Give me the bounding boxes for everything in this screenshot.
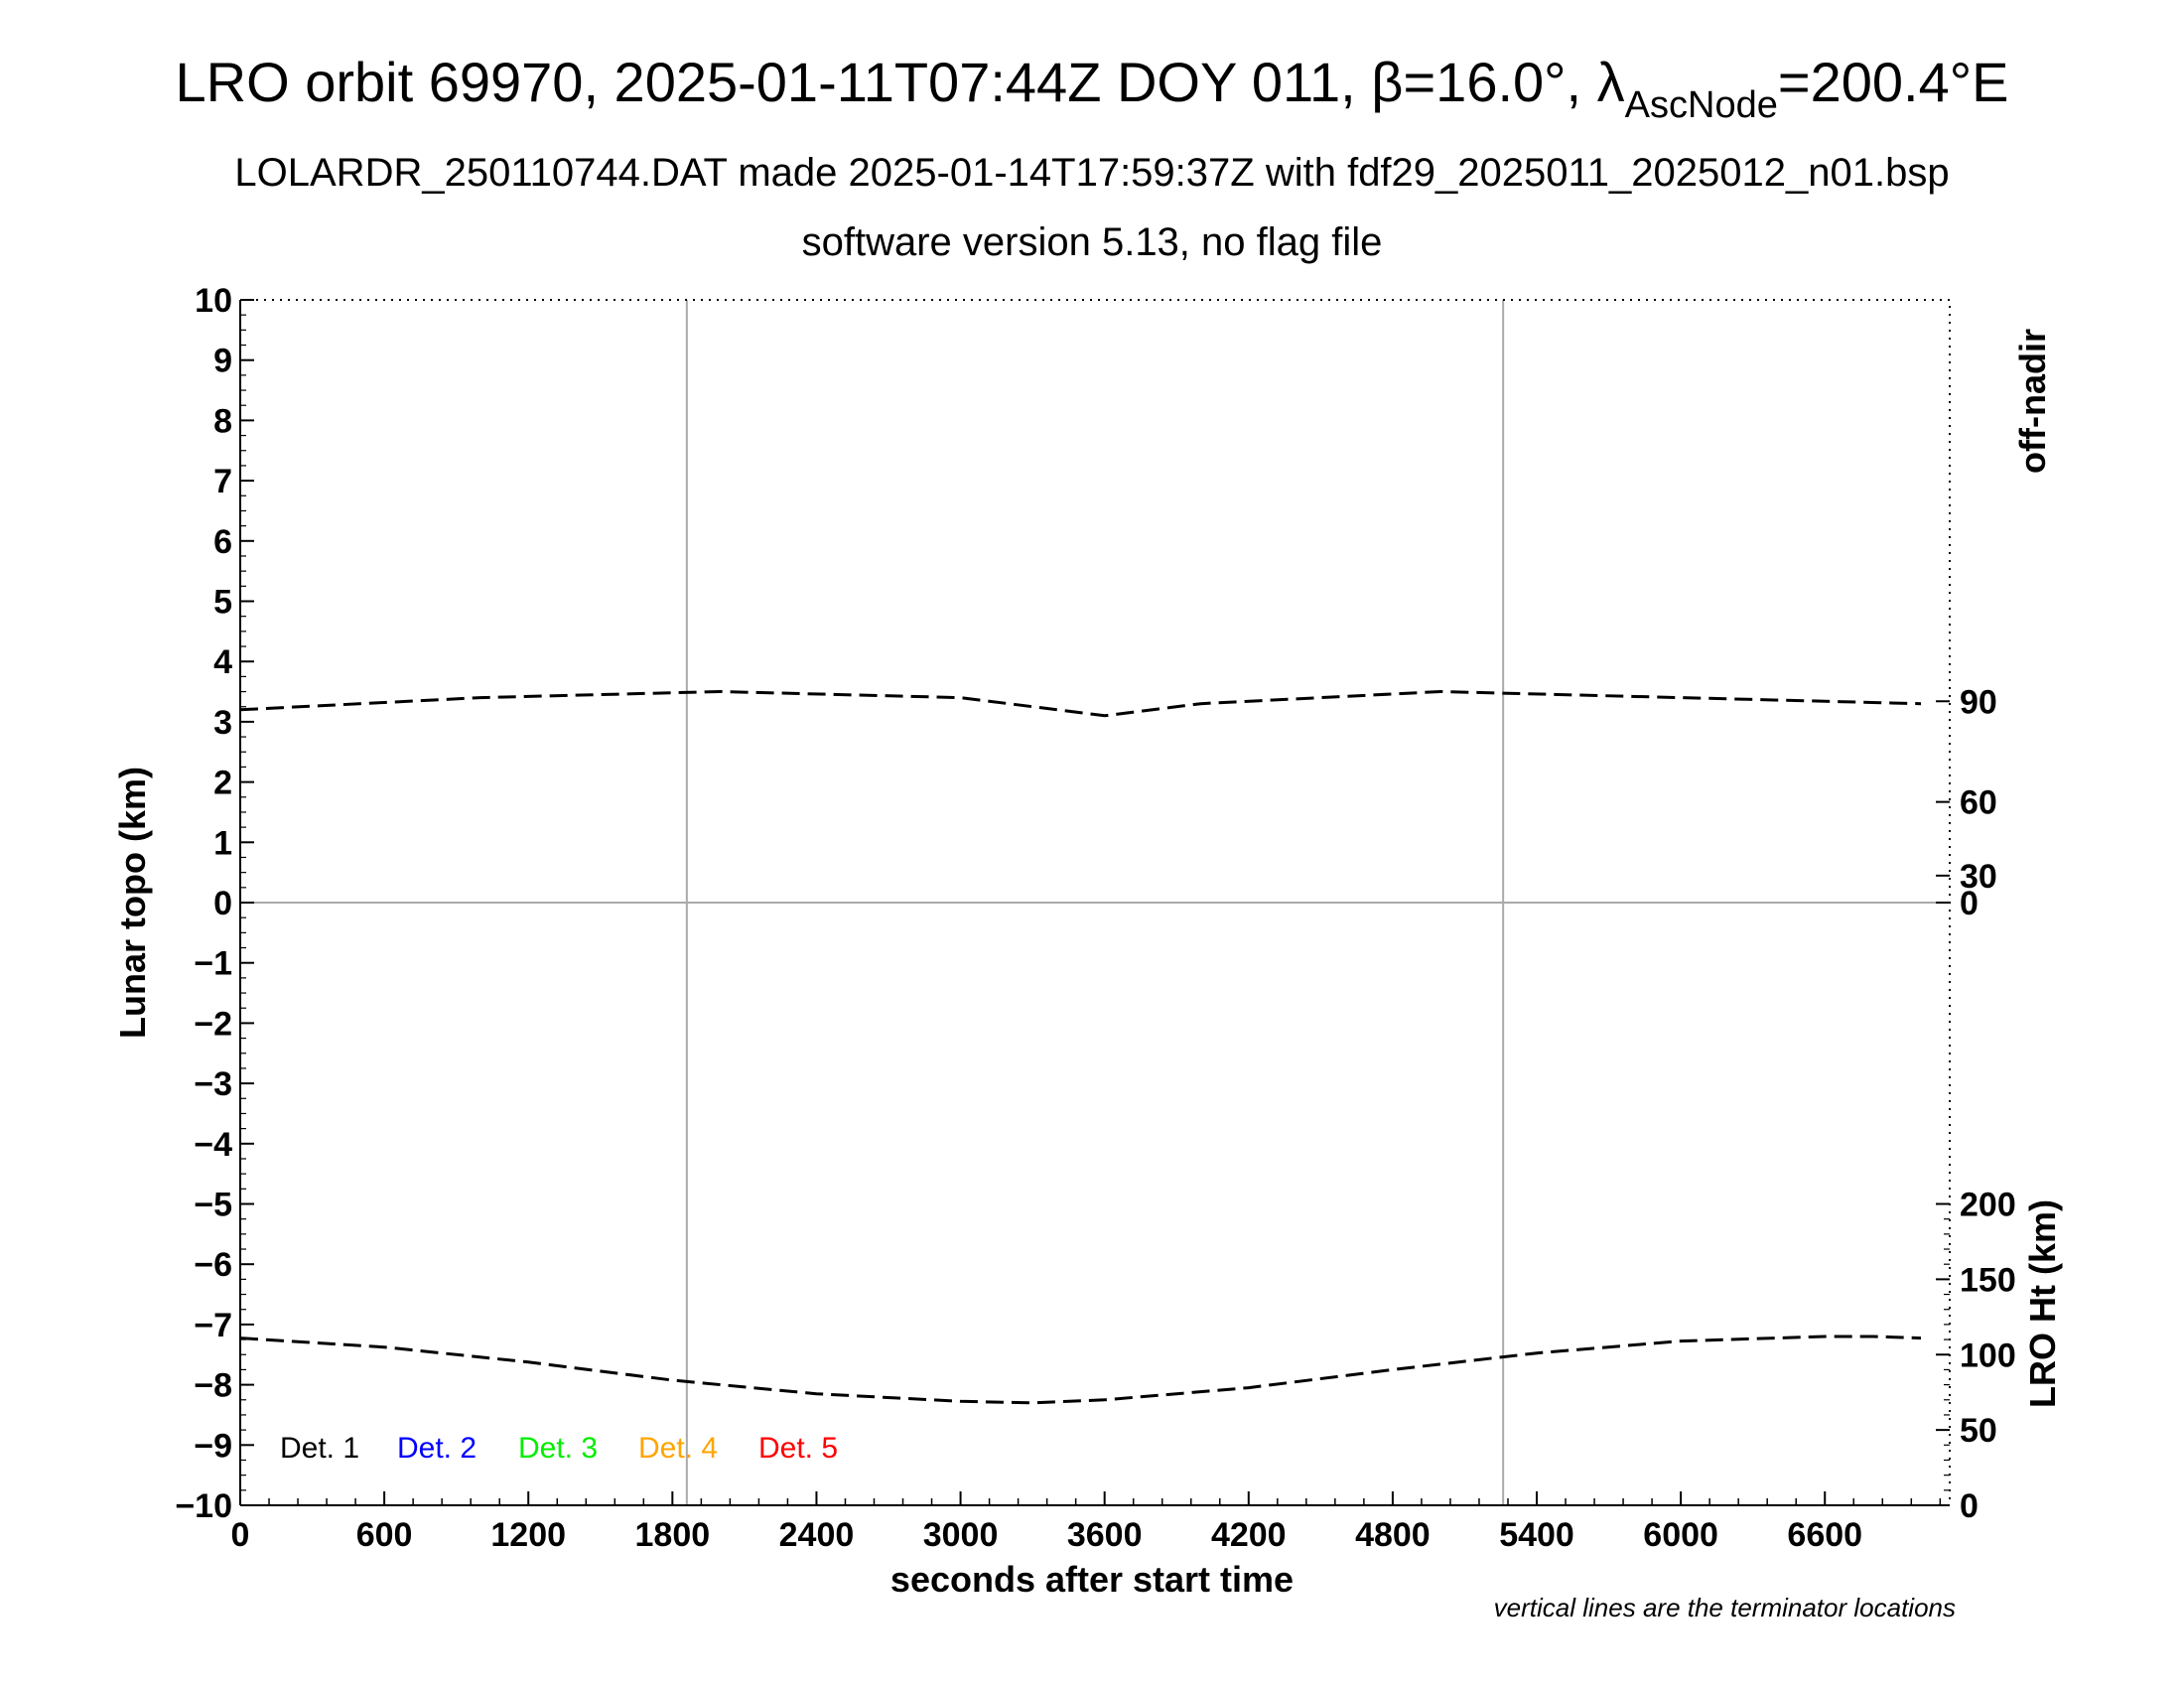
lro-height-tick-label: 50 <box>1960 1412 1997 1450</box>
chart-title: LRO orbit 69970, 2025-01-11T07:44Z DOY 0… <box>176 51 2009 126</box>
legend-item-det-5: Det. 5 <box>758 1432 838 1465</box>
y-tick-label: 8 <box>213 402 232 440</box>
y-axis-label: Lunar topo (km) <box>112 767 153 1039</box>
y-tick-label: 3 <box>213 704 232 742</box>
chart-subtitle-2: software version 5.13, no flag file <box>802 220 1383 264</box>
x-axis-label: seconds after start time <box>890 1559 1294 1600</box>
x-tick-label: 1800 <box>635 1516 711 1554</box>
off-nadir-tick-label: 90 <box>1960 683 1997 721</box>
x-tick-label: 4200 <box>1211 1516 1287 1554</box>
legend-item-det-2: Det. 2 <box>397 1432 477 1465</box>
x-tick-label: 6000 <box>1643 1516 1718 1554</box>
y-tick-label: −7 <box>194 1307 232 1344</box>
y-tick-label: −5 <box>194 1187 232 1224</box>
y-tick-label: 7 <box>213 463 232 500</box>
y-tick-label: −4 <box>194 1126 232 1164</box>
x-tick-label: 2400 <box>779 1516 855 1554</box>
legend: Det. 1 Det. 2 Det. 3 Det. 4 Det. 5 <box>280 1432 838 1465</box>
grid-lines <box>240 300 1950 1505</box>
series-off-nadir <box>239 689 1922 718</box>
y-tick-label: 0 <box>213 885 232 922</box>
y-tick-label: −2 <box>194 1005 232 1043</box>
x-tick-label: 1200 <box>490 1516 566 1554</box>
y-tick-label: 1 <box>213 824 232 862</box>
off-nadir-tick-label: 0 <box>1960 885 1979 922</box>
off-nadir-axis-label: off-nadir <box>2012 329 2053 474</box>
series-lro-height <box>239 1335 1922 1405</box>
y-tick-label: −9 <box>194 1427 232 1465</box>
y-tick-label: 10 <box>195 282 232 320</box>
title-subscript: AscNode <box>1625 84 1778 126</box>
x-tick-label: 5400 <box>1499 1516 1574 1554</box>
x-tick-label: 600 <box>356 1516 413 1554</box>
x-tick-label: 0 <box>231 1516 250 1554</box>
x-tick-label: 3600 <box>1067 1516 1143 1554</box>
title-prefix: LRO orbit 69970, 2025-01-11T07:44Z DOY 0… <box>176 51 1625 113</box>
y-tick-label: −3 <box>194 1065 232 1103</box>
y-tick-label: 2 <box>213 765 232 802</box>
y-tick-label: −10 <box>175 1487 232 1525</box>
tick-layer: 0 600 1200 1800 2400 3000 3600 4200 4800 5400 6000… <box>175 282 2015 1554</box>
y-tick-label: 5 <box>213 584 232 622</box>
y-tick-label: −6 <box>194 1246 232 1284</box>
legend-item-det-3: Det. 3 <box>518 1432 598 1465</box>
y-tick-label: −8 <box>194 1367 232 1405</box>
lro-height-tick-label: 150 <box>1960 1261 2016 1299</box>
legend-item-det-4: Det. 4 <box>638 1432 718 1465</box>
x-tick-label: 6600 <box>1787 1516 1862 1554</box>
y-tick-label: 6 <box>213 523 232 561</box>
footnote: vertical lines are the terminator locati… <box>1494 1593 1956 1622</box>
title-suffix: =200.4°E <box>1778 51 2009 113</box>
x-tick-label: 3000 <box>923 1516 999 1554</box>
lro-height-tick-label: 0 <box>1960 1487 1979 1525</box>
off-nadir-tick-label: 30 <box>1960 858 1997 896</box>
series-layer <box>239 689 1922 1405</box>
y-tick-label: 4 <box>213 643 232 681</box>
x-tick-label: 4800 <box>1355 1516 1431 1554</box>
lro-height-tick-label: 100 <box>1960 1336 2016 1374</box>
chart-subtitle-1: LOLARDR_250110744.DAT made 2025-01-14T17… <box>234 151 1949 195</box>
y-tick-label: 9 <box>213 343 232 380</box>
y-tick-label: −1 <box>194 945 232 983</box>
off-nadir-tick-label: 60 <box>1960 784 1997 822</box>
legend-item-det-1: Det. 1 <box>280 1432 359 1465</box>
lro-height-tick-label: 200 <box>1960 1187 2016 1224</box>
lro-height-axis-label: LRO Ht (km) <box>2022 1199 2063 1408</box>
